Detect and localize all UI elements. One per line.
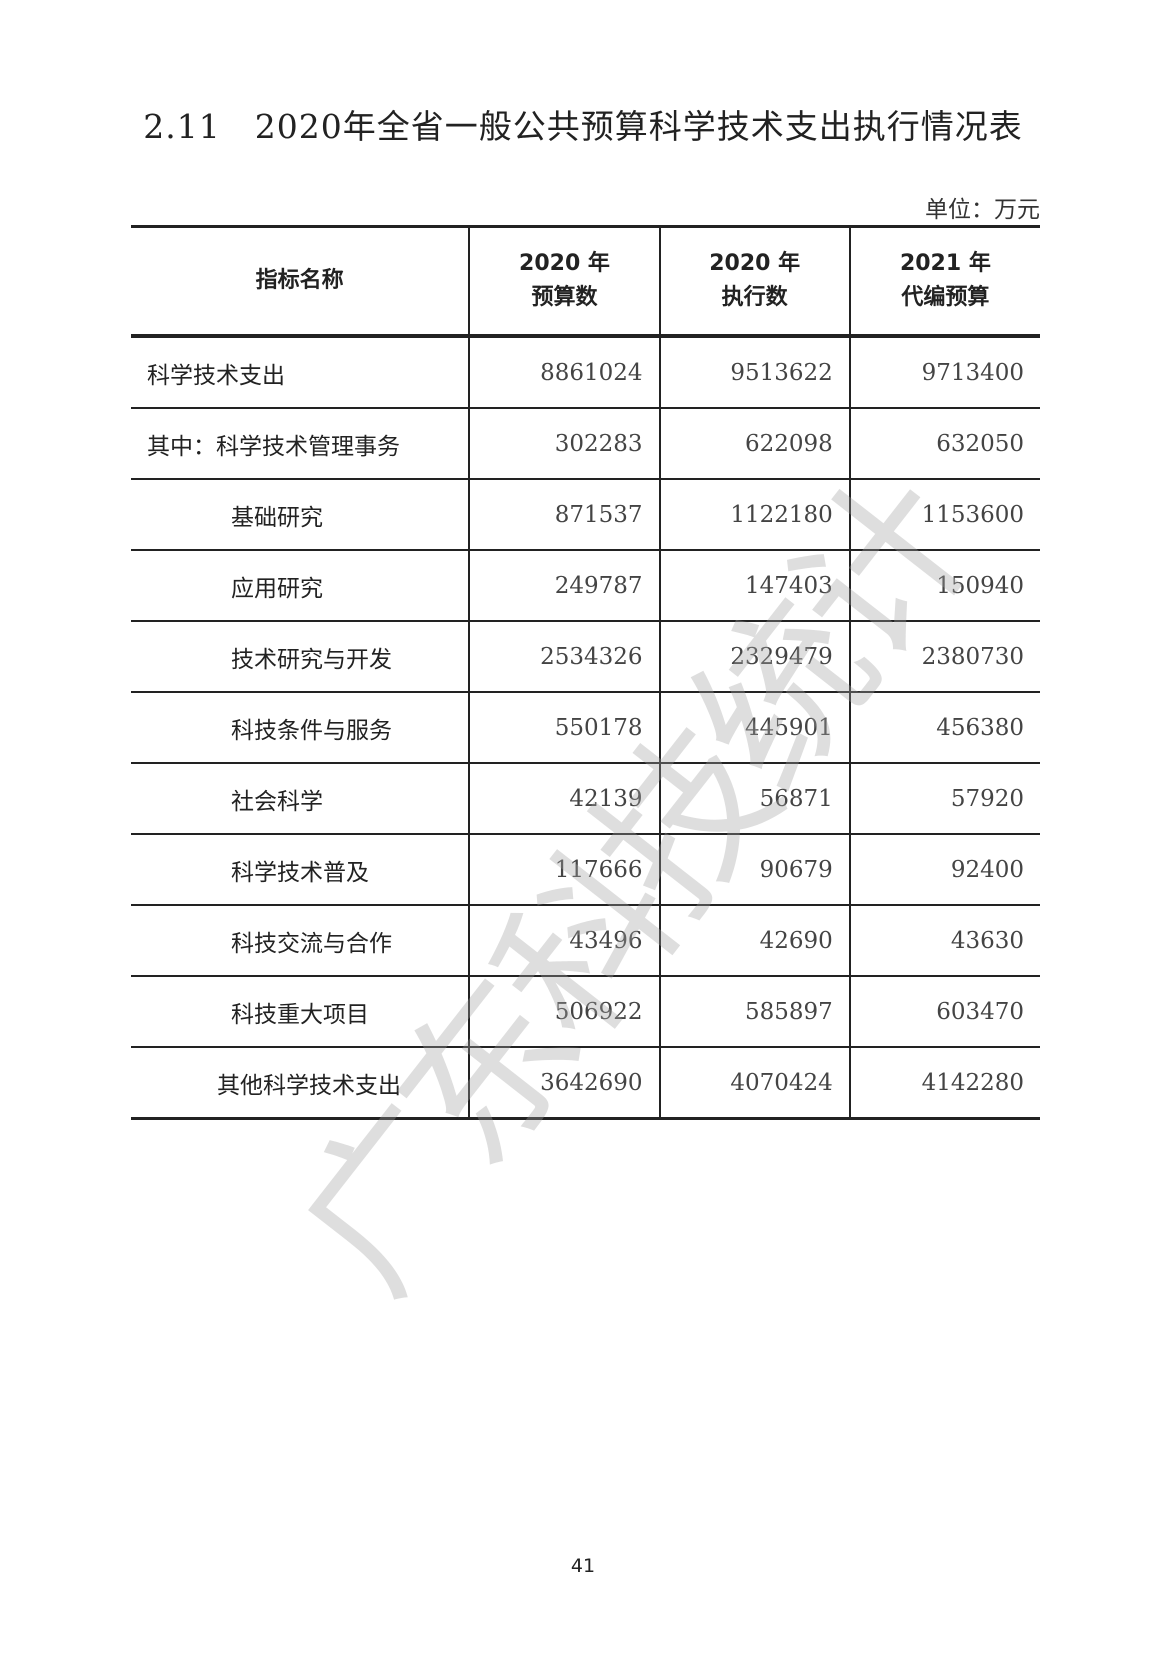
table-row: 基础研究 871537 1122180 1153600 — [131, 479, 1040, 551]
column-header-line: 执行数 — [721, 285, 788, 310]
cell-value: 2534326 — [468, 621, 660, 693]
cell-value: 550178 — [468, 692, 660, 764]
row-label: 基础研究 — [131, 479, 470, 551]
row-label: 科技条件与服务 — [131, 692, 470, 764]
cell-value: 147403 — [658, 550, 850, 622]
cell-value: 585897 — [658, 976, 850, 1048]
cell-value: 632050 — [848, 408, 1040, 480]
column-header: 2021 年代编预算 — [848, 226, 1040, 338]
cell-value: 249787 — [468, 550, 660, 622]
cell-value: 150940 — [848, 550, 1040, 622]
cell-value: 42690 — [658, 905, 850, 977]
data-table: 指标名称 2020 年预算数 2020 年执行数 2021 年代编预算 科学技术支出 8… — [131, 225, 1040, 1120]
cell-value: 871537 — [468, 479, 660, 551]
table-row: 科技重大项目 506922 585897 603470 — [131, 976, 1040, 1048]
cell-value: 117666 — [468, 834, 660, 906]
row-label: 其他科学技术支出 — [131, 1047, 470, 1120]
column-header-line: 指标名称 — [255, 268, 344, 293]
cell-value: 42139 — [468, 763, 660, 835]
cell-value: 1122180 — [658, 479, 850, 551]
column-header-line: 预算数 — [531, 285, 598, 310]
table-row: 其中：科学技术管理事务 302283 622098 632050 — [131, 408, 1040, 480]
cell-value: 43630 — [848, 905, 1040, 977]
row-label: 其中：科学技术管理事务 — [131, 408, 470, 480]
row-label: 应用研究 — [131, 550, 470, 622]
cell-value: 506922 — [468, 976, 660, 1048]
cell-value: 1153600 — [848, 479, 1040, 551]
cell-value: 57920 — [848, 763, 1040, 835]
cell-value: 603470 — [848, 976, 1040, 1048]
cell-value: 92400 — [848, 834, 1040, 906]
column-header: 指标名称 — [131, 226, 470, 338]
cell-value: 2329479 — [658, 621, 850, 693]
table-row: 科学技术普及 117666 90679 92400 — [131, 834, 1040, 906]
cell-value: 2380730 — [848, 621, 1040, 693]
column-header: 2020 年预算数 — [468, 226, 660, 338]
table-row: 科技交流与合作 43496 42690 43630 — [131, 905, 1040, 977]
cell-value: 43496 — [468, 905, 660, 977]
column-header: 2020 年执行数 — [658, 226, 850, 338]
cell-value: 3642690 — [468, 1047, 660, 1120]
table-row: 技术研究与开发 2534326 2329479 2380730 — [131, 621, 1040, 693]
cell-value: 90679 — [658, 834, 850, 906]
table-row: 社会科学 42139 56871 57920 — [131, 763, 1040, 835]
column-header-line: 2020 年 — [519, 251, 610, 276]
cell-value: 8861024 — [468, 336, 660, 409]
row-label: 科学技术普及 — [131, 834, 470, 906]
unit-label: 单位：万元 — [925, 197, 1040, 223]
row-label: 科技重大项目 — [131, 976, 470, 1048]
row-label: 科技交流与合作 — [131, 905, 470, 977]
row-label: 社会科学 — [131, 763, 470, 835]
cell-value: 56871 — [658, 763, 850, 835]
page-title: 2.11 2020年全省一般公共预算科学技术支出执行情况表 — [143, 107, 1023, 146]
row-label: 科学技术支出 — [131, 336, 470, 409]
cell-value: 445901 — [658, 692, 850, 764]
cell-value: 622098 — [658, 408, 850, 480]
cell-value: 4142280 — [848, 1047, 1040, 1120]
cell-value: 302283 — [468, 408, 660, 480]
cell-value: 456380 — [848, 692, 1040, 764]
cell-value: 9713400 — [848, 336, 1040, 409]
page-number: 41 — [570, 1555, 596, 1577]
table-row: 科技条件与服务 550178 445901 456380 — [131, 692, 1040, 764]
column-header-line: 2020 年 — [709, 251, 801, 276]
cell-value: 9513622 — [658, 336, 850, 409]
table-row: 科学技术支出 8861024 9513622 9713400 — [131, 336, 1040, 409]
table-row: 其他科学技术支出 3642690 4070424 4142280 — [131, 1047, 1040, 1120]
column-header-line: 代编预算 — [901, 285, 990, 310]
row-label: 技术研究与开发 — [131, 621, 470, 693]
table-row: 应用研究 249787 147403 150940 — [131, 550, 1040, 622]
column-header-line: 2021 年 — [899, 251, 991, 276]
cell-value: 4070424 — [658, 1047, 850, 1120]
table-header-row: 指标名称 2020 年预算数 2020 年执行数 2021 年代编预算 — [131, 226, 1040, 338]
